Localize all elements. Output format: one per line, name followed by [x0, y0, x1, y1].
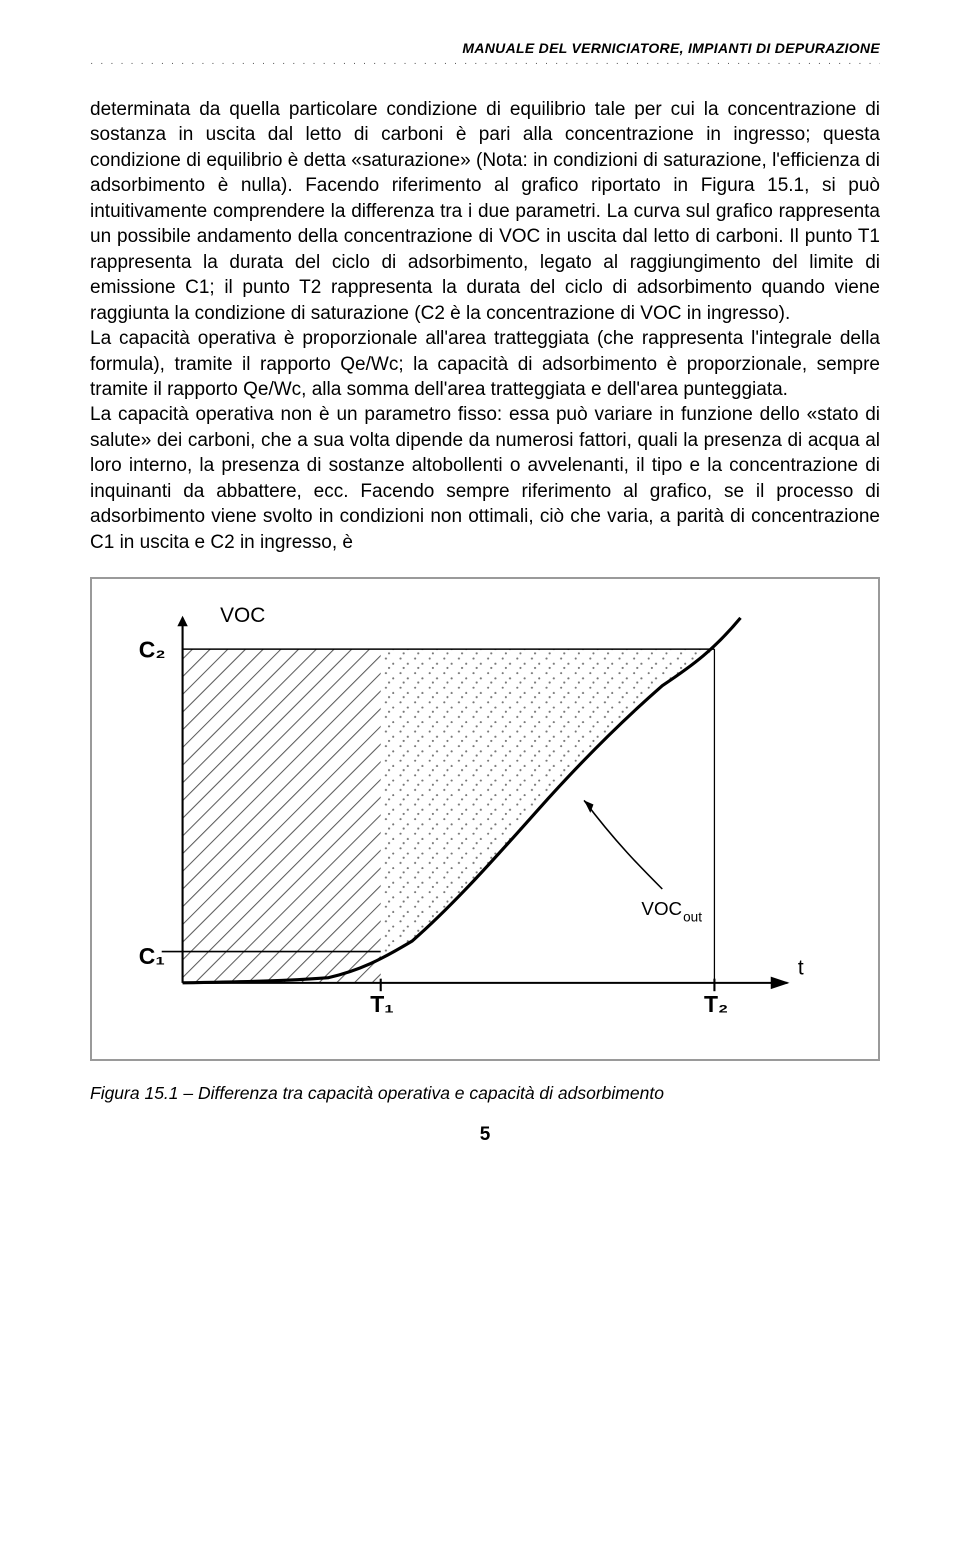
header-separator: · · · · · · · · · · · · · · · · · · · · … [90, 58, 880, 69]
hatched-area [183, 649, 381, 983]
y-axis-arrow [177, 616, 187, 626]
figure-container: VOC t C₂ C₁ T₁ T₂ VOC out [90, 577, 880, 1061]
vocout-label: VOC [641, 898, 682, 919]
x-axis-label: t [798, 957, 804, 980]
t1-label: T₁ [370, 991, 394, 1017]
c2-label: C₂ [139, 637, 166, 663]
header-title: MANUALE DEL VERNICIATORE, IMPIANTI DI DE… [90, 40, 880, 56]
page-number: 5 [90, 1124, 880, 1146]
vocout-arrow [584, 801, 662, 890]
paragraph-1-text: determinata da quella particolare condiz… [90, 99, 880, 324]
voc-chart: VOC t C₂ C₁ T₁ T₂ VOC out [120, 597, 850, 1035]
paragraph-2-text: La capacità operativa è proporzionale al… [90, 328, 880, 400]
paragraph-3-text: La capacità operativa non è un parametro… [90, 404, 880, 552]
c1-label: C₁ [139, 943, 165, 969]
t2-label: T₂ [704, 991, 728, 1017]
figure-caption: Figura 15.1 – Differenza tra capacità op… [90, 1083, 880, 1104]
y-axis-label: VOC [220, 604, 265, 627]
vocout-sub: out [683, 909, 702, 924]
paragraph-1: determinata da quella particolare condiz… [90, 97, 880, 555]
